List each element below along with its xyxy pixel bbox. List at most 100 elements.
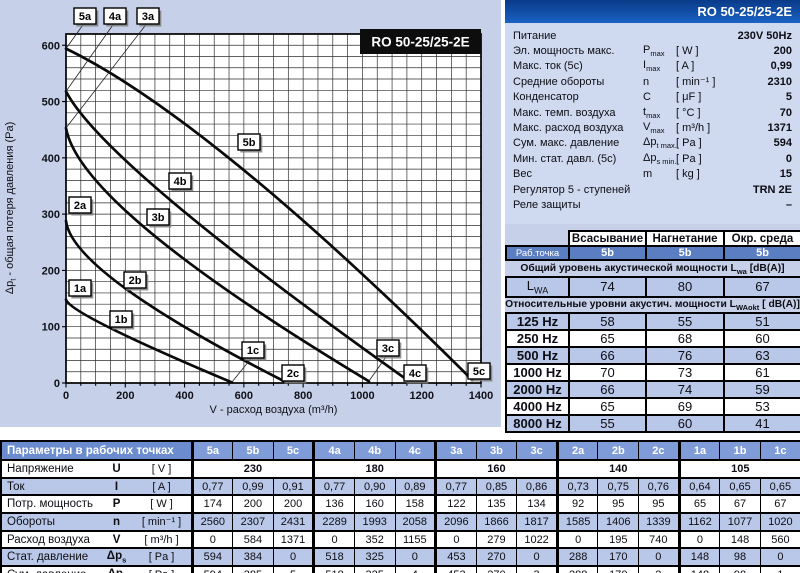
voltage-group-value: 180	[312, 459, 437, 479]
x-axis-title: V - расход воздуха (m³/h)	[210, 404, 338, 416]
spec-value: –	[785, 198, 792, 211]
param-row-label: Напряжение U[ V ]	[0, 459, 193, 479]
voltage-group-value: 105	[677, 459, 800, 479]
point-label-4b: 4b	[174, 176, 187, 188]
params-col-header-1a: 1a	[677, 440, 721, 461]
working-point-label: Раб.точка	[505, 245, 570, 261]
spec-row: Питание 230V 50Hz	[505, 28, 800, 43]
spec-row: Реле защиты –	[505, 197, 800, 212]
param-value: 3	[516, 565, 558, 573]
spec-row: Сум. макс. давление Δpt max.[ Pa ] 594	[505, 136, 800, 151]
x-tick-label: 1200	[409, 390, 433, 402]
params-col-header-3c: 3c	[516, 440, 558, 461]
param-value: 740	[638, 529, 680, 550]
octave-bands-table: 125 Hz 58 55 51 250 Hz 65 68 60 500 Hz 66 76 63 1000…	[505, 312, 800, 433]
spec-row: Конденсатор C [ μF ] 5	[505, 90, 800, 105]
spec-value: 0,99	[770, 60, 792, 73]
spec-row: Мин. стат. давл. (5с) Δps min.[ Pa ] 0	[505, 151, 800, 166]
params-col-header-2c: 2c	[638, 440, 680, 461]
y-axis-title: Δpt - общая потеря давления (Pa)	[4, 122, 18, 294]
point-label-1c: 1c	[247, 345, 259, 357]
band-value: 65	[568, 397, 647, 416]
params-col-header-4b: 4b	[353, 440, 396, 461]
point-label-2c: 2c	[287, 368, 299, 380]
param-value: 325	[353, 547, 396, 568]
param-value: 0	[677, 529, 721, 550]
point-label-2a: 2a	[74, 200, 87, 212]
param-value: 135	[475, 494, 518, 515]
param-value: 279	[475, 529, 518, 550]
y-tick-label: 600	[42, 40, 60, 52]
spec-label: Питание	[513, 29, 557, 42]
spec-value: 5	[785, 91, 792, 104]
point-label-box-2a	[68, 196, 92, 214]
param-value: 0,85	[475, 476, 518, 497]
param-value: 148	[677, 565, 721, 573]
param-value: 0,89	[394, 476, 437, 497]
band-value: 55	[645, 312, 725, 331]
spec-label: Регулятор 5 - ступеней	[513, 183, 631, 196]
param-value: 2096	[434, 512, 477, 532]
param-value: 0	[272, 547, 315, 568]
voltage-group-value: 160	[434, 459, 558, 479]
working-point-value: 5b	[723, 245, 800, 261]
band-value: 58	[568, 312, 647, 331]
params-col-header-5b: 5b	[232, 440, 274, 461]
fan-curve-chart-block: 0 200 400 600 800 1000 1200 1400 0 100 200 300 400 50…	[0, 0, 501, 427]
spec-unit: [ A ]	[676, 60, 695, 73]
param-value: 0,86	[516, 476, 558, 497]
spec-unit: [ Pa ]	[676, 152, 702, 165]
spec-unit: [ m³/h ]	[676, 122, 711, 135]
band-freq-label: 125 Hz	[505, 312, 570, 331]
param-value: 0,91	[272, 476, 315, 497]
param-value: 0	[555, 529, 599, 550]
acoustic-col-header: Окр. среда	[723, 230, 800, 247]
spec-unit: [ kg ]	[676, 168, 700, 181]
spec-unit: [ μF ]	[676, 91, 702, 104]
voltage-group-value: 230	[190, 459, 315, 479]
param-value: 2307	[232, 512, 274, 532]
spec-unit: [ Pa ]	[676, 137, 702, 150]
point-label-box-5a	[73, 7, 97, 25]
param-value: 2289	[312, 512, 355, 532]
spec-symbol: m	[643, 168, 653, 181]
band-value: 74	[645, 380, 725, 399]
spec-panel: RO 50-25/25-2E Питание 230V 50Hz Эл. мощно…	[505, 0, 800, 433]
x-tick-label: 1400	[469, 390, 493, 402]
params-col-header-2a: 2a	[555, 440, 599, 461]
param-value: 95	[638, 494, 680, 515]
param-value: 385	[232, 565, 274, 573]
x-tick-label: 600	[235, 390, 253, 402]
acoustic-header-table: Всасывание Нагнетание Окр. среда Раб.точка 5…	[505, 230, 800, 261]
spec-value: 0	[785, 152, 792, 165]
band-value: 70	[568, 363, 647, 382]
point-label-box-3a	[136, 7, 160, 25]
spec-row: Макс. расход воздуха Vmax [ m³/h ] 1371	[505, 120, 800, 135]
spec-value: 594	[773, 137, 792, 150]
param-value: 288	[555, 547, 599, 568]
param-value: 325	[353, 565, 396, 573]
band-value: 66	[568, 346, 647, 365]
param-value: 98	[719, 565, 761, 573]
param-value: 2	[638, 565, 680, 573]
lwa-table: LWA 74 80 67	[505, 276, 800, 298]
band-value: 59	[723, 380, 800, 399]
spec-label: Макс. расход воздуха	[513, 122, 624, 135]
param-value: 0	[190, 529, 234, 550]
param-value: 148	[719, 529, 761, 550]
param-value: 518	[312, 547, 355, 568]
point-label-5b: 5b	[243, 137, 256, 149]
point-label-box-4b	[168, 172, 192, 190]
point-label-box-4c	[403, 364, 427, 382]
param-value: 4	[394, 565, 437, 573]
params-col-header-4a: 4a	[312, 440, 355, 461]
param-value: 158	[394, 494, 437, 515]
spec-symbol: Δpt max.	[643, 136, 677, 151]
param-value: 594	[190, 547, 234, 568]
curve-speed-4	[64, 90, 410, 383]
param-value: 0	[516, 547, 558, 568]
spec-label: Макс. ток (5с)	[513, 60, 583, 73]
spec-label: Мин. стат. давл. (5с)	[513, 152, 617, 165]
spec-unit: [ min⁻¹ ]	[676, 76, 716, 89]
